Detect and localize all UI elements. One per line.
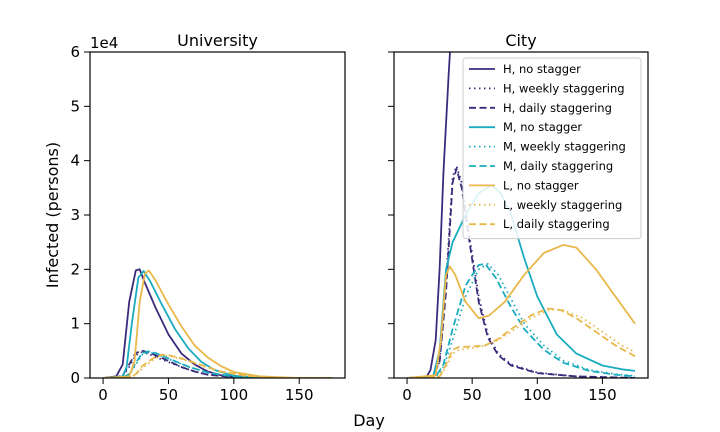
legend-box: [462, 57, 642, 240]
offset-text: 1e4: [90, 34, 118, 52]
city-panel: City 0 50 100 150 H, no stagger H, weekly stag…: [388, 31, 649, 404]
series-line: [406, 263, 636, 378]
legend-label: L, weekly staggering: [503, 198, 622, 212]
shared-ylabel: Infected (persons): [43, 142, 62, 288]
x-tick-label: 0: [402, 386, 412, 404]
legend-label: M, no stagger: [503, 120, 582, 134]
panel-title: University: [177, 31, 258, 50]
series-line: [103, 269, 332, 378]
y-tick-label: 4: [70, 152, 80, 170]
series-line: [406, 307, 636, 378]
y-tick-label: 5: [70, 97, 80, 115]
series-group: [102, 268, 332, 378]
x-tick-label: 150: [285, 386, 314, 404]
x-tick-label: 50: [159, 386, 178, 404]
series-line: [406, 244, 636, 378]
legend-label: M, weekly staggering: [503, 140, 626, 154]
legend-label: H, daily staggering: [503, 101, 612, 115]
x-tick-label: 100: [220, 386, 249, 404]
legend-label: L, no stagger: [503, 178, 579, 192]
y-tick-label: 0: [70, 369, 80, 387]
x-tick-label: 100: [523, 386, 552, 404]
y-tick-label: 6: [70, 43, 80, 61]
panel-title: City: [505, 31, 536, 50]
university-panel: University 0 50 100 150 0 1 2 3 4 5 6: [70, 31, 346, 404]
y-tick-label: 3: [70, 206, 80, 224]
legend-label: H, no stagger: [503, 62, 581, 76]
x-tick-label: 150: [588, 386, 617, 404]
legend: H, no stagger H, weekly staggering H, dail…: [462, 57, 642, 240]
series-line: [406, 308, 636, 378]
legend-label: M, daily staggering: [503, 159, 613, 173]
legend-label: H, weekly staggering: [503, 81, 625, 95]
y-tick-label: 1: [70, 315, 80, 333]
series-line: [103, 351, 332, 378]
series-line: [406, 263, 636, 378]
series-line: [406, 52, 451, 378]
series-line: [103, 353, 332, 378]
legend-label: L, daily staggering: [503, 217, 610, 231]
x-tick-label: 50: [463, 386, 482, 404]
y-tick-label: 2: [70, 260, 80, 278]
x-tick-label: 0: [98, 386, 108, 404]
axes-frame: [89, 51, 346, 379]
shared-xlabel: Day: [353, 411, 385, 430]
